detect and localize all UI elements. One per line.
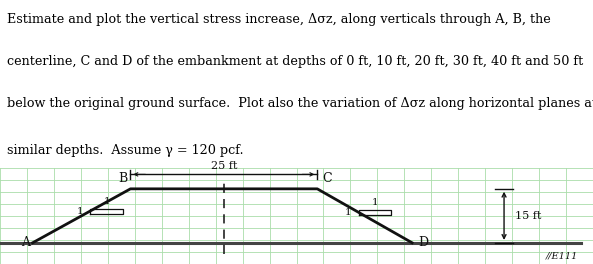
Text: 1: 1 xyxy=(76,207,83,216)
Text: 1: 1 xyxy=(345,208,352,217)
Text: //E111: //E111 xyxy=(546,251,578,260)
Text: similar depths.  Assume γ = 120 pcf.: similar depths. Assume γ = 120 pcf. xyxy=(7,144,244,157)
Text: A: A xyxy=(21,236,30,249)
Text: 15 ft: 15 ft xyxy=(515,211,541,221)
Text: Estimate and plot the vertical stress increase, Δσz, along verticals through A, : Estimate and plot the vertical stress in… xyxy=(7,13,551,26)
Text: C: C xyxy=(322,172,331,185)
Text: centerline, C and D of the embankment at depths of 0 ft, 10 ft, 20 ft, 30 ft, 40: centerline, C and D of the embankment at… xyxy=(7,55,584,68)
Text: D: D xyxy=(418,236,428,249)
Text: B: B xyxy=(118,172,127,185)
Text: below the original ground surface.  Plot also the variation of Δσz along horizon: below the original ground surface. Plot … xyxy=(7,97,593,110)
Text: 1: 1 xyxy=(103,197,110,206)
Text: 25 ft: 25 ft xyxy=(211,161,237,171)
Text: 1: 1 xyxy=(372,198,378,207)
